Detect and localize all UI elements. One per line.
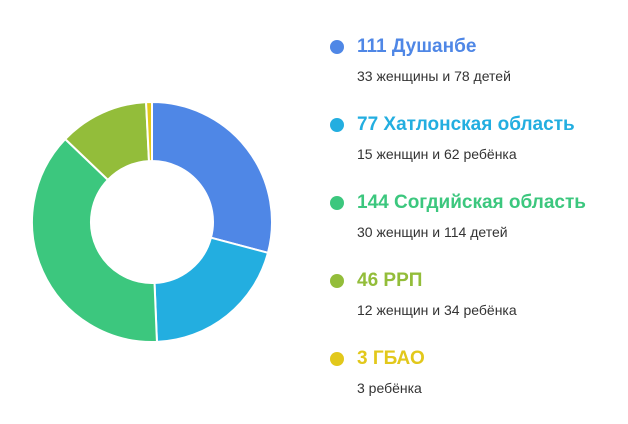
donut-slice-2	[153, 236, 270, 343]
legend-title: 3 ГБАО	[357, 348, 425, 369]
legend-dot-icon	[330, 352, 344, 366]
legend-subtitle: 33 женщины и 78 детей	[357, 68, 511, 84]
legend-item-gbao: 3 ГБАО 3 ребёнка	[330, 346, 620, 424]
chart-legend: 111 Душанбе 33 женщины и 78 детей 77 Хат…	[330, 34, 620, 424]
legend-item-khatlon: 77 Хатлонская область 15 женщин и 62 реб…	[330, 112, 620, 190]
legend-title: 77 Хатлонская область	[357, 114, 575, 135]
legend-title: 46 РРП	[357, 270, 423, 291]
legend-title: 144 Согдийская область	[357, 192, 586, 213]
legend-dot-icon	[330, 196, 344, 210]
legend-subtitle: 15 женщин и 62 ребёнка	[357, 146, 517, 162]
legend-item-sughd: 144 Согдийская область 30 женщин и 114 д…	[330, 190, 620, 268]
legend-subtitle: 3 ребёнка	[357, 380, 422, 396]
legend-subtitle: 30 женщин и 114 детей	[357, 224, 508, 240]
legend-dot-icon	[330, 274, 344, 288]
legend-item-dushanbe: 111 Душанбе 33 женщины и 78 детей	[330, 34, 620, 112]
legend-item-rrp: 46 РРП 12 женщин и 34 ребёнка	[330, 268, 620, 346]
legend-subtitle: 12 женщин и 34 ребёнка	[357, 302, 517, 318]
donut-slice-3	[31, 137, 158, 343]
legend-dot-icon	[330, 118, 344, 132]
donut-slice-5	[145, 100, 153, 163]
legend-title: 111 Душанбе	[357, 36, 477, 57]
legend-dot-icon	[330, 40, 344, 54]
donut-chart	[31, 100, 273, 343]
donut-slice-1	[151, 100, 273, 255]
